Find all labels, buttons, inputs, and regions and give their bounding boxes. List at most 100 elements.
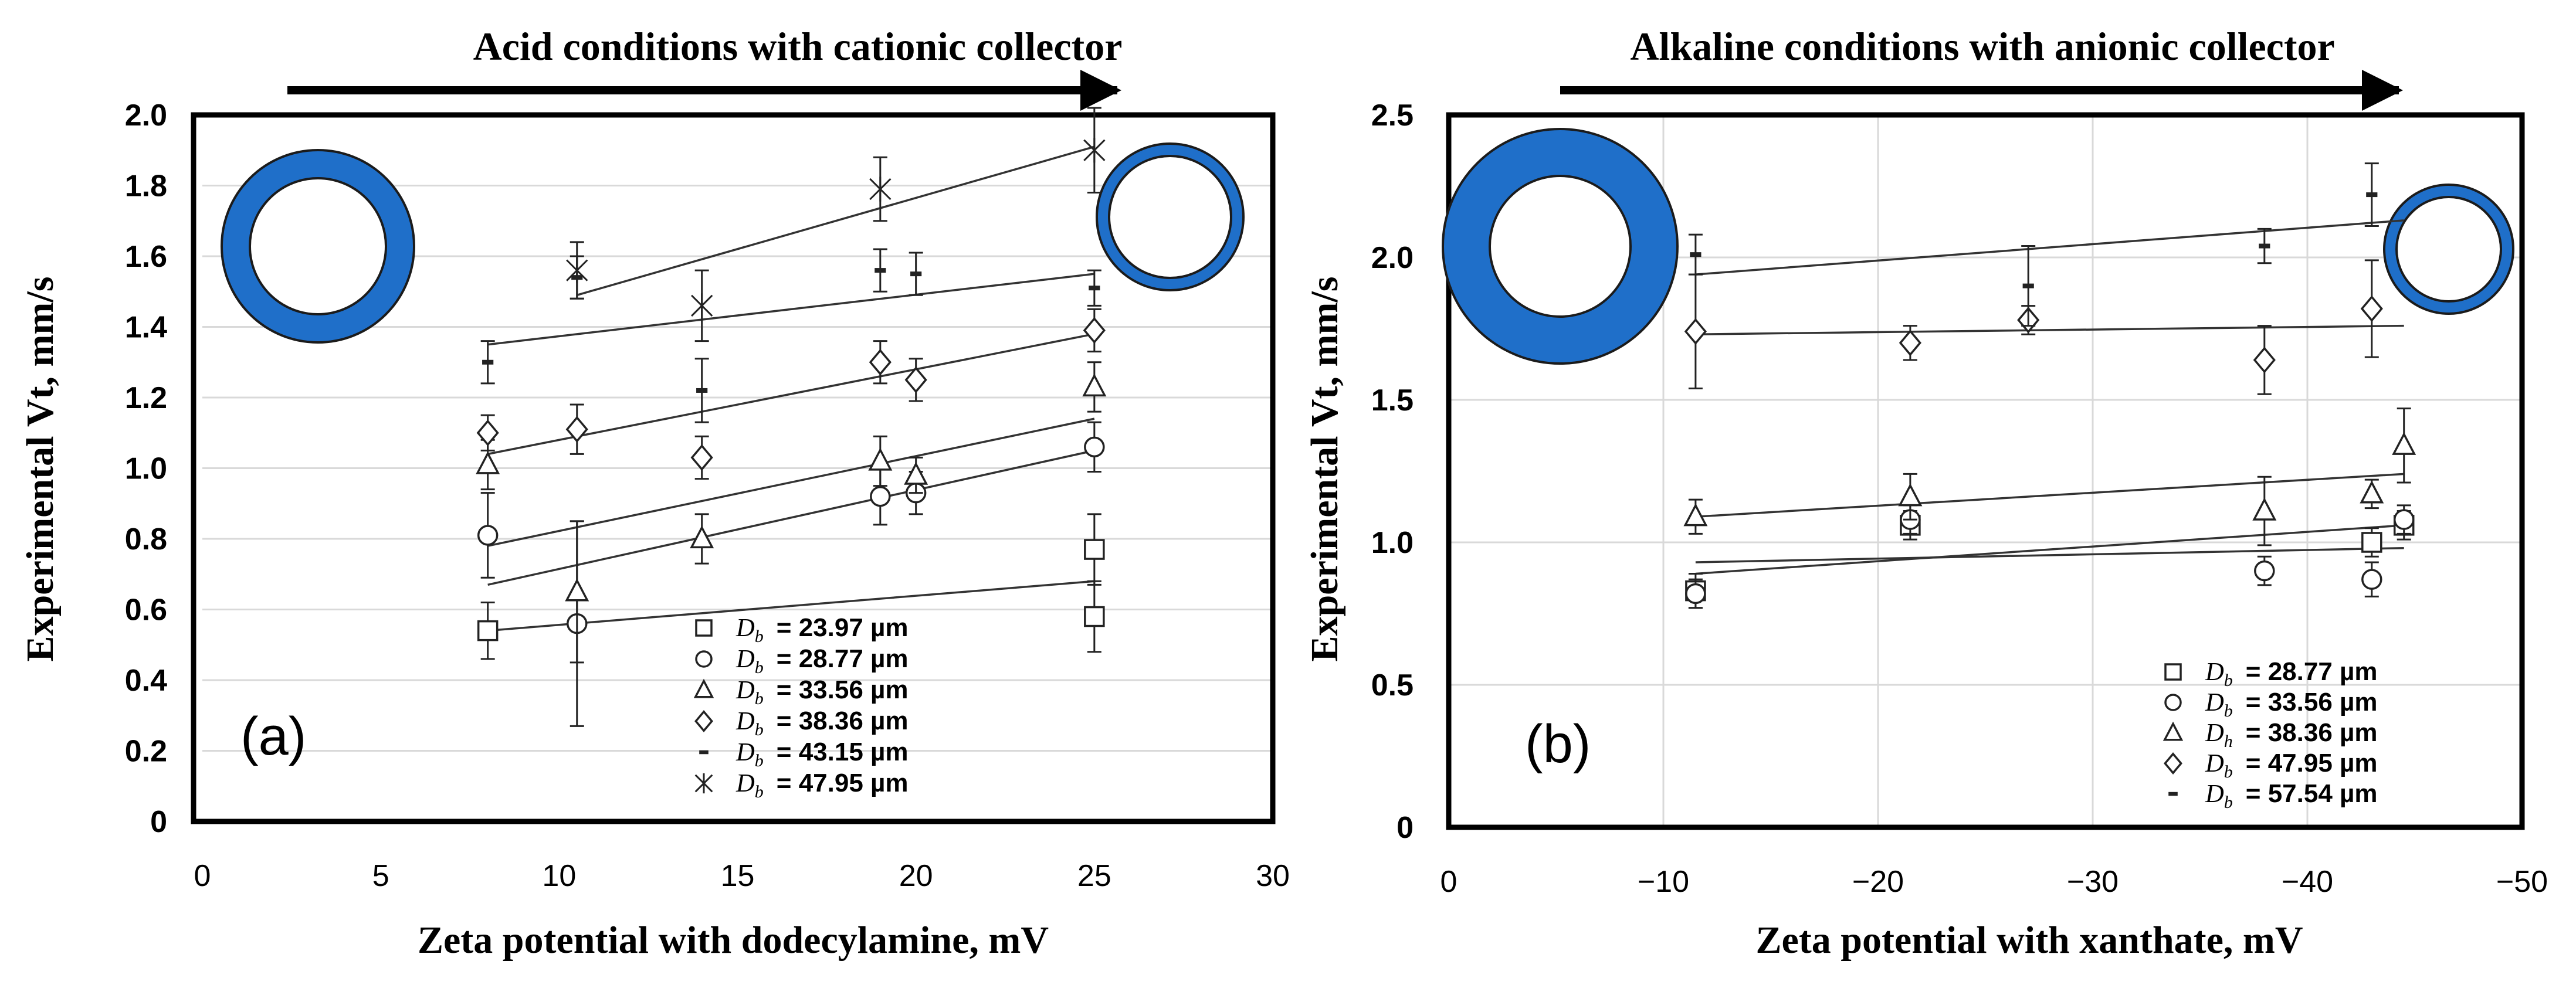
legend-entry: Db = 28.77 µm (695, 644, 909, 677)
data-point-diamond (476, 419, 499, 446)
legend-label: Db = 38.36 µm (735, 707, 909, 739)
legend-label: Db = 28.77 µm (735, 644, 909, 677)
fit-line (1695, 219, 2404, 276)
data-point-star (1083, 138, 1106, 163)
panel-b-x-ticks: 0 −10 −20 −30 −40 −50 (1440, 865, 2548, 899)
x-tick-label: 0 (194, 859, 211, 893)
y-tick-label: 0.6 (125, 593, 167, 627)
data-point-dash (2022, 283, 2034, 288)
data-point-star (691, 293, 713, 318)
legend-entry: Dh = 38.36 µm (2163, 718, 2378, 751)
panel-a-data-points (476, 107, 1107, 727)
data-point-diamond (1083, 317, 1106, 344)
data-point-triangle (868, 447, 893, 471)
panel-b-data-points (1683, 162, 2416, 609)
y-tick-label: 0.8 (125, 522, 167, 556)
panel-b: Alkaline conditions with anionic collect… (1303, 24, 2548, 962)
legend-entry: Db = 33.56 µm (693, 675, 909, 708)
y-tick-label: 0 (150, 805, 167, 839)
fit-line (577, 145, 1095, 296)
y-tick-label: 0.4 (125, 664, 167, 698)
legend-label: Db = 43.15 µm (735, 738, 909, 770)
y-tick-label: 1.8 (125, 169, 167, 203)
fit-line (487, 273, 1095, 346)
data-point-dash (1690, 252, 1701, 257)
data-point-dash (875, 268, 886, 273)
panel-a-fit-lines (487, 145, 1095, 632)
data-point-diamond (690, 444, 713, 471)
fit-line (1695, 324, 2404, 335)
x-tick-label: −50 (2496, 865, 2548, 899)
data-point-diamond (2253, 347, 2276, 373)
data-point-circle (2393, 509, 2415, 530)
y-tick-label: 2.0 (1371, 241, 1414, 275)
bubble-thick-shell-icon (1442, 128, 1679, 365)
data-point-square (2361, 532, 2382, 553)
bubble-thick-shell-icon (221, 149, 415, 344)
fit-line (487, 449, 1095, 586)
legend-entry: Db = 23.97 µm (695, 613, 909, 646)
fit-line (1695, 473, 2404, 518)
legend-label: Db = 33.56 µm (735, 675, 909, 708)
panel-a-y-axis-label: Experimental Vt, mm/s (19, 277, 62, 662)
y-tick-label: 1.6 (125, 240, 167, 274)
legend-marker-triangle (2163, 721, 2184, 741)
panel-a: Acid conditions with cationic collector … (19, 24, 1290, 962)
legend-label: Dh = 38.36 µm (2205, 718, 2378, 751)
legend-marker-diamond (2164, 752, 2182, 775)
legend-marker-diamond (694, 710, 713, 732)
data-point-dash (2366, 192, 2378, 198)
data-point-diamond (904, 366, 927, 393)
x-tick-label: 10 (542, 859, 576, 893)
panel-b-fit-lines (1695, 219, 2404, 575)
y-tick-label: 2.5 (1371, 99, 1414, 133)
legend-entry: Db = 38.36 µm (694, 707, 909, 739)
data-point-dash (1089, 286, 1100, 291)
panel-a-x-ticks: 0 5 10 15 20 25 30 (194, 859, 1290, 893)
legend-marker-square (2164, 663, 2182, 681)
data-point-circle (2254, 560, 2275, 582)
data-point-triangle (904, 461, 928, 485)
data-point-triangle (2252, 497, 2277, 521)
data-point-circle (1685, 583, 1706, 605)
legend-marker-dash (2168, 792, 2178, 796)
x-tick-label: 0 (1440, 865, 1458, 899)
x-tick-label: −40 (2282, 865, 2333, 899)
data-point-circle (477, 525, 499, 546)
legend-entry: Db = 43.15 µm (699, 738, 909, 770)
x-tick-label: 25 (1077, 859, 1111, 893)
data-point-triangle (2360, 480, 2384, 504)
fit-line (487, 580, 1094, 632)
fit-line (1695, 524, 2404, 575)
y-tick-label: 0.5 (1371, 668, 1414, 702)
legend-marker-circle (695, 650, 713, 668)
panel-a-plot-frame (191, 112, 1276, 824)
legend-marker-triangle (693, 678, 714, 698)
legend-marker-square (695, 619, 713, 637)
x-tick-label: 30 (1256, 859, 1290, 893)
legend-label: Db = 23.97 µm (735, 613, 909, 646)
legend-label: Db = 47.95 µm (2205, 749, 2378, 782)
panel-b-plot-frame (1446, 112, 2525, 830)
panel-a-label: (a) (240, 707, 306, 766)
data-point-diamond (869, 349, 892, 376)
fit-line (1695, 546, 2404, 563)
x-tick-label: −30 (2067, 865, 2119, 899)
legend-entry: Db = 47.95 µm (694, 769, 909, 802)
data-point-square (1084, 539, 1105, 560)
panel-b-y-ticks: 0 0.5 1.0 1.5 2.0 2.5 (1371, 99, 1414, 845)
y-tick-label: 1.0 (125, 452, 167, 486)
data-point-diamond (1899, 330, 1921, 356)
data-point-star (566, 257, 588, 283)
y-tick-label: 1.2 (125, 381, 167, 415)
data-point-triangle (2392, 432, 2416, 455)
panel-a-y-ticks: 0 0.2 0.4 0.6 0.8 1.0 1.2 1.4 1.6 1.8 2.0 (125, 99, 167, 839)
panel-a-title: Acid conditions with cationic collector (473, 24, 1123, 69)
y-tick-label: 1.5 (1371, 383, 1414, 417)
y-tick-label: 0 (1397, 811, 1414, 845)
legend-entry: Db = 33.56 µm (2164, 688, 2378, 721)
fit-line (487, 417, 1095, 547)
legend-label: Db = 47.95 µm (735, 769, 909, 802)
